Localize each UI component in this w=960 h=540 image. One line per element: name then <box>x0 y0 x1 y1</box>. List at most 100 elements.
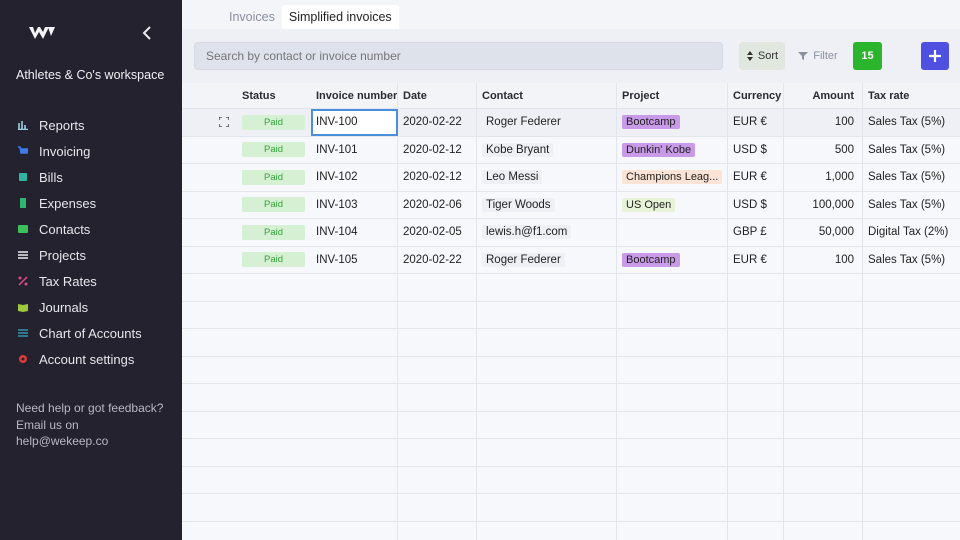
empty-cell[interactable] <box>617 384 728 411</box>
empty-cell[interactable] <box>863 439 960 466</box>
contact-cell[interactable]: Roger Federer <box>477 109 617 136</box>
sidebar-item-projects[interactable]: Projects <box>0 242 182 268</box>
empty-cell[interactable] <box>477 411 617 438</box>
empty-cell[interactable] <box>728 411 784 438</box>
sidebar-item-account-settings[interactable]: Account settings <box>0 346 182 372</box>
empty-cell[interactable] <box>398 521 477 540</box>
sidebar-item-contacts[interactable]: Contacts <box>0 216 182 242</box>
empty-table-row[interactable] <box>182 301 960 329</box>
contact-cell[interactable]: Leo Messi <box>477 164 617 191</box>
expand-icon[interactable] <box>219 117 229 128</box>
empty-cell[interactable] <box>617 466 728 493</box>
sort-button[interactable]: Sort <box>739 42 785 70</box>
wekeep-logo[interactable] <box>28 24 58 42</box>
empty-cell[interactable] <box>398 466 477 493</box>
status-cell[interactable] <box>237 357 311 384</box>
status-cell[interactable]: Paid <box>237 164 311 191</box>
empty-cell[interactable] <box>617 356 728 383</box>
empty-cell[interactable] <box>311 521 398 540</box>
empty-cell[interactable] <box>617 274 728 301</box>
status-cell[interactable] <box>237 412 311 439</box>
status-cell[interactable]: Paid <box>237 109 311 136</box>
filter-button[interactable]: Filter <box>794 42 842 70</box>
add-invoice-button[interactable] <box>921 42 949 70</box>
empty-cell[interactable] <box>863 467 960 494</box>
tax-rate-cell[interactable]: Digital Tax (2%) <box>868 226 949 239</box>
project-cell[interactable]: Bootcamp <box>617 246 728 273</box>
empty-cell[interactable] <box>398 411 477 438</box>
project-cell[interactable]: US Open <box>617 191 728 218</box>
empty-table-row[interactable] <box>182 384 960 412</box>
empty-cell[interactable] <box>311 384 398 411</box>
empty-cell[interactable] <box>477 301 617 328</box>
empty-cell[interactable] <box>477 494 617 521</box>
empty-cell[interactable] <box>728 439 784 466</box>
status-cell[interactable] <box>237 467 311 494</box>
table-row[interactable]: Paid INV-102 2020-02-12 Leo Messi Champions … <box>182 164 960 192</box>
header-invoice-number[interactable]: Invoice number <box>311 83 398 108</box>
contact-cell[interactable]: Kobe Bryant <box>477 136 617 163</box>
empty-cell[interactable] <box>863 329 960 356</box>
project-cell[interactable]: Champions Leag... <box>617 164 728 191</box>
empty-cell[interactable] <box>728 384 784 411</box>
row-expand[interactable] <box>182 247 237 274</box>
empty-cell[interactable] <box>863 302 960 329</box>
table-row[interactable]: Paid INV-100 2020-02-22 Roger Federer Bootca… <box>182 109 960 137</box>
empty-cell[interactable] <box>784 356 863 383</box>
empty-cell[interactable] <box>617 411 728 438</box>
row-expand[interactable] <box>182 164 237 191</box>
sidebar-item-invoicing[interactable]: Invoicing <box>0 138 182 164</box>
tax-rate-cell[interactable]: Sales Tax (5%) <box>868 171 946 184</box>
empty-cell[interactable] <box>398 384 477 411</box>
empty-cell[interactable] <box>863 494 960 521</box>
empty-cell[interactable] <box>728 494 784 521</box>
empty-cell[interactable] <box>728 356 784 383</box>
empty-cell[interactable] <box>311 439 398 466</box>
empty-cell[interactable] <box>863 522 960 540</box>
date-cell[interactable]: 2020-02-06 <box>398 191 477 218</box>
header-currency[interactable]: Currency <box>728 83 784 108</box>
empty-cell[interactable] <box>311 274 398 301</box>
table-row[interactable]: Paid INV-105 2020-02-22 Roger Federer Bootca… <box>182 246 960 274</box>
empty-cell[interactable] <box>477 356 617 383</box>
empty-cell[interactable] <box>477 439 617 466</box>
currency-cell[interactable]: EUR € <box>728 109 784 136</box>
empty-cell[interactable] <box>617 439 728 466</box>
empty-table-row[interactable] <box>182 274 960 302</box>
date-cell[interactable]: 2020-02-22 <box>398 109 477 136</box>
amount-cell[interactable]: 100,000 <box>784 191 863 218</box>
currency-cell[interactable]: EUR € <box>728 246 784 273</box>
row-expand[interactable] <box>182 137 237 164</box>
empty-cell[interactable] <box>784 521 863 540</box>
search-input[interactable] <box>194 42 723 70</box>
collapse-sidebar-icon[interactable] <box>140 24 154 42</box>
empty-cell[interactable] <box>784 329 863 356</box>
empty-cell[interactable] <box>617 301 728 328</box>
empty-cell[interactable] <box>311 466 398 493</box>
empty-table-row[interactable] <box>182 411 960 439</box>
project-cell[interactable]: Dunkin' Kobe <box>617 136 728 163</box>
sidebar-item-expenses[interactable]: Expenses <box>0 190 182 216</box>
project-cell[interactable]: Bootcamp <box>617 109 728 136</box>
status-cell[interactable]: Paid <box>237 137 311 164</box>
empty-cell[interactable] <box>784 411 863 438</box>
empty-cell[interactable] <box>863 384 960 411</box>
date-cell[interactable]: 2020-02-12 <box>398 136 477 163</box>
contact-cell[interactable]: lewis.h@f1.com <box>477 219 617 246</box>
empty-table-row[interactable] <box>182 521 960 540</box>
sidebar-item-journals[interactable]: Journals <box>0 294 182 320</box>
contact-cell[interactable]: Tiger Woods <box>477 191 617 218</box>
currency-cell[interactable]: EUR € <box>728 164 784 191</box>
row-expand[interactable] <box>182 219 237 246</box>
empty-cell[interactable] <box>398 274 477 301</box>
header-project[interactable]: Project <box>617 83 728 108</box>
empty-cell[interactable] <box>728 521 784 540</box>
tab-invoices[interactable]: Invoices <box>229 10 275 24</box>
sidebar-item-reports[interactable]: Reports <box>0 112 182 138</box>
empty-cell[interactable] <box>398 439 477 466</box>
empty-cell[interactable] <box>477 466 617 493</box>
empty-cell[interactable] <box>784 439 863 466</box>
empty-cell[interactable] <box>728 301 784 328</box>
amount-cell[interactable]: 1,000 <box>784 164 863 191</box>
empty-cell[interactable] <box>784 274 863 301</box>
